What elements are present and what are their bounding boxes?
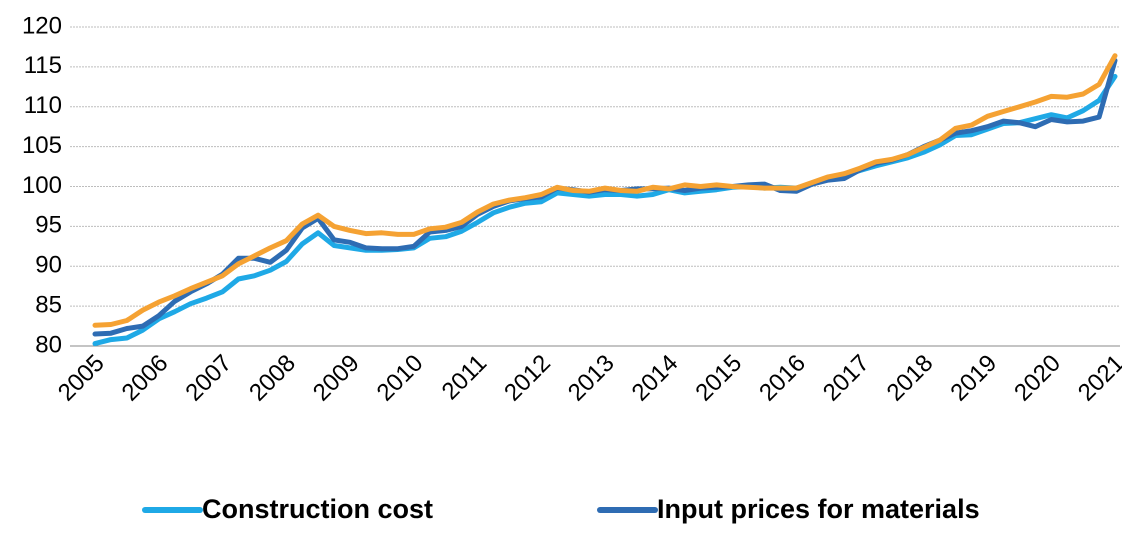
- x-tick-label: 2008: [244, 350, 301, 407]
- series-line: [92, 58, 1118, 337]
- x-tick-label: 2007: [180, 350, 237, 407]
- x-tick-label: 2014: [627, 350, 684, 407]
- y-tick-label: 100: [22, 172, 62, 199]
- y-tick-label: 90: [35, 252, 62, 279]
- y-tick-label: 115: [24, 52, 62, 79]
- y-tick-label: 85: [35, 291, 62, 318]
- x-tick-label: 2012: [499, 350, 556, 407]
- x-tick-label: 2009: [308, 350, 365, 407]
- series-line: [92, 73, 1118, 347]
- x-tick-label: 2017: [818, 350, 875, 407]
- legend-label: Construction cost: [202, 494, 433, 524]
- x-tick-label: 2018: [882, 350, 939, 407]
- x-tick-label: 2010: [372, 350, 429, 407]
- y-tick-label: 95: [35, 212, 62, 239]
- legend-label: Input prices for materials: [657, 494, 980, 524]
- y-tick-label: 110: [24, 92, 62, 119]
- x-tick-label: 2016: [754, 350, 811, 407]
- x-tick-label: 2021: [1073, 350, 1122, 407]
- x-tick-label: 2020: [1009, 350, 1066, 407]
- x-tick-label: 2015: [690, 350, 747, 407]
- y-tick-label: 80: [35, 331, 62, 358]
- x-tick-label: 2019: [945, 350, 1002, 407]
- x-tick-label: 2011: [437, 350, 493, 406]
- y-tick-label: 105: [22, 132, 62, 159]
- x-tick-label: 2013: [563, 350, 620, 407]
- series-line: [92, 53, 1118, 328]
- y-tick-label: 120: [22, 12, 62, 39]
- x-tick-label: 2006: [117, 350, 174, 407]
